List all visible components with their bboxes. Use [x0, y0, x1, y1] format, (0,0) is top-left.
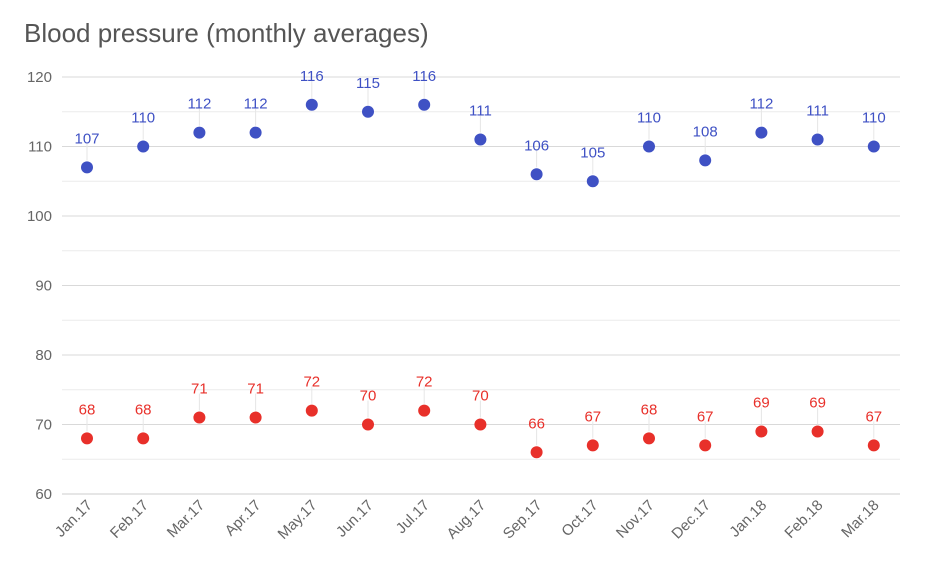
- x-tick-label: May.17: [275, 497, 321, 543]
- data-label: 72: [303, 374, 320, 391]
- data-label: 66: [528, 415, 545, 432]
- data-label: 72: [416, 374, 433, 391]
- data-point: [755, 126, 768, 139]
- data-point: [474, 418, 487, 431]
- y-tick-label: 80: [35, 347, 52, 364]
- y-tick-label: 100: [27, 208, 52, 225]
- data-label: 112: [749, 96, 773, 113]
- y-tick-label: 60: [35, 486, 52, 503]
- data-label: 111: [469, 103, 492, 120]
- x-tick-label: Oct.17: [558, 497, 601, 540]
- data-label: 112: [187, 96, 211, 113]
- data-point: [699, 439, 712, 452]
- data-label: 71: [247, 381, 264, 398]
- x-tick-label: Jun.17: [333, 497, 377, 541]
- data-point: [305, 98, 318, 111]
- data-point: [137, 432, 150, 445]
- data-point: [586, 175, 599, 188]
- data-point: [699, 154, 712, 167]
- x-tick-label: Apr.17: [222, 497, 265, 540]
- data-label: 69: [809, 394, 826, 411]
- data-label: 69: [753, 394, 770, 411]
- x-tick-label: Aug.17: [444, 497, 490, 543]
- data-point: [305, 404, 318, 417]
- x-tick-label: Mar.17: [164, 497, 208, 541]
- data-label: 111: [806, 103, 829, 120]
- data-label: 116: [412, 68, 436, 85]
- data-point: [643, 432, 655, 445]
- data-point: [867, 140, 880, 153]
- x-tick-label: Feb.17: [107, 497, 152, 542]
- data-point: [530, 168, 543, 181]
- data-point: [81, 161, 93, 174]
- data-label: 110: [637, 110, 661, 127]
- data-label: 67: [697, 408, 714, 425]
- data-label: 67: [865, 408, 882, 425]
- data-label: 68: [79, 401, 96, 418]
- x-tick-label: Jul.17: [393, 497, 433, 537]
- data-point: [474, 133, 487, 146]
- x-tick-label: Jan.18: [726, 497, 770, 541]
- data-point: [193, 411, 206, 424]
- y-tick-label: 70: [35, 417, 52, 434]
- data-label: 68: [135, 401, 152, 418]
- x-tick-label: Jan.17: [52, 497, 96, 541]
- x-tick-label: Nov.17: [613, 497, 658, 542]
- data-point: [137, 140, 150, 153]
- x-tick-label: Feb.18: [781, 497, 826, 542]
- data-label: 110: [862, 110, 886, 127]
- y-tick-label: 110: [28, 139, 52, 156]
- data-point: [362, 418, 374, 431]
- x-tick-label: Mar.18: [838, 497, 882, 541]
- data-point: [81, 432, 93, 445]
- data-point: [418, 98, 431, 111]
- data-point: [418, 404, 431, 417]
- y-tick-label: 120: [27, 69, 52, 86]
- data-point: [530, 446, 543, 459]
- data-label: 107: [74, 130, 99, 147]
- data-point: [249, 411, 262, 424]
- data-point: [249, 126, 262, 139]
- data-point: [811, 133, 824, 146]
- x-tick-label: Sep.17: [500, 497, 546, 543]
- y-tick-label: 90: [35, 278, 52, 295]
- data-label: 112: [244, 96, 268, 113]
- data-label: 71: [191, 381, 208, 398]
- data-label: 105: [580, 144, 605, 161]
- data-point: [867, 439, 880, 452]
- data-label: 110: [131, 110, 155, 127]
- x-tick-label: Dec.17: [668, 497, 714, 543]
- data-label: 115: [356, 75, 380, 92]
- chart-title: Blood pressure (monthly averages): [24, 18, 429, 48]
- data-point: [193, 126, 206, 139]
- data-point: [755, 425, 768, 438]
- data-point: [811, 425, 824, 438]
- data-label: 70: [472, 388, 489, 405]
- data-label: 106: [524, 137, 549, 154]
- data-label: 68: [641, 401, 658, 418]
- data-label: 108: [693, 123, 718, 140]
- data-point: [643, 140, 655, 153]
- data-label: 70: [360, 388, 377, 405]
- data-point: [586, 439, 599, 452]
- data-label: 116: [300, 68, 324, 85]
- data-point: [362, 105, 374, 118]
- data-label: 67: [584, 408, 601, 425]
